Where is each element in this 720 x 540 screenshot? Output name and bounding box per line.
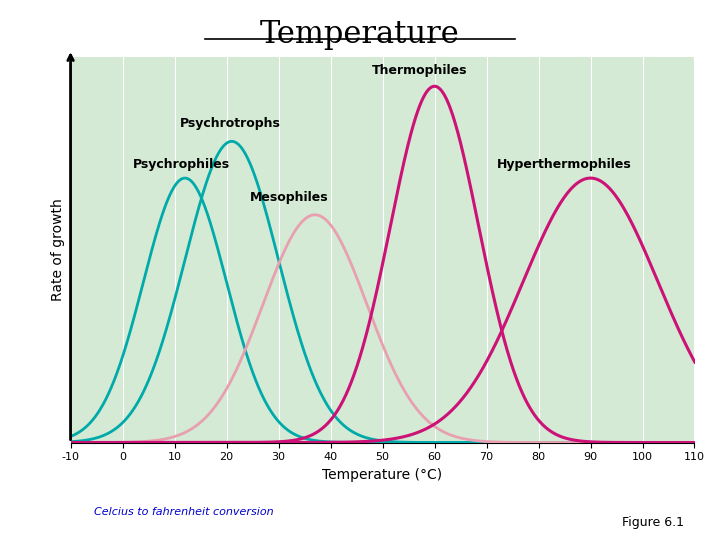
Text: Psychrophiles: Psychrophiles xyxy=(133,158,230,171)
Text: Celcius to fahrenheit conversion: Celcius to fahrenheit conversion xyxy=(94,507,273,517)
Text: Psychrotrophs: Psychrotrophs xyxy=(180,117,281,130)
Text: Mesophiles: Mesophiles xyxy=(250,191,328,204)
Text: Thermophiles: Thermophiles xyxy=(372,64,467,77)
Text: Figure 6.1: Figure 6.1 xyxy=(622,516,684,529)
X-axis label: Temperature (°C): Temperature (°C) xyxy=(323,468,443,482)
Text: Temperature: Temperature xyxy=(260,19,460,50)
Text: Hyperthermophiles: Hyperthermophiles xyxy=(497,158,631,171)
Y-axis label: Rate of growth: Rate of growth xyxy=(51,198,65,301)
